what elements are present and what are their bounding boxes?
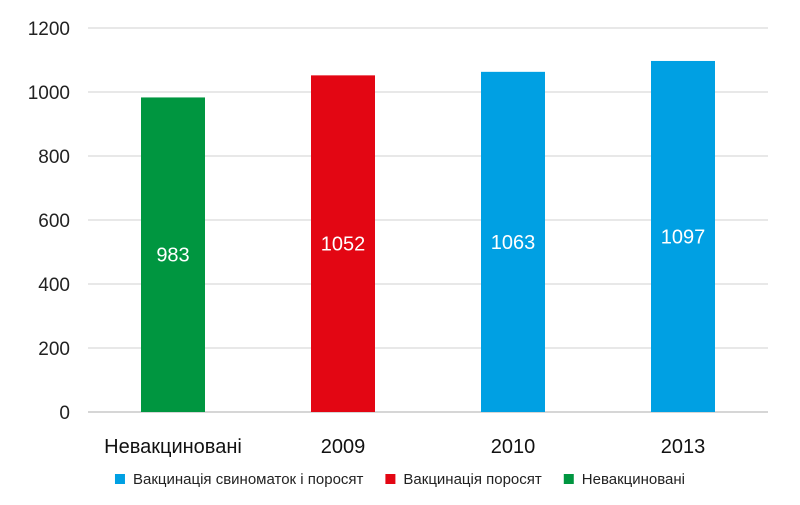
x-category-label: 2010 — [491, 436, 536, 458]
y-axis-tick-labels: 0 200 400 600 800 1000 1200 — [28, 19, 70, 424]
legend-label: Вакцинація свиноматок і поросят — [133, 471, 364, 488]
legend-swatch — [114, 474, 125, 484]
x-category-label: 2013 — [661, 436, 706, 458]
legend-label: Невакциновані — [582, 471, 685, 488]
legend: Вакцинація свиноматок і поросят Вакцинаці… — [114, 471, 685, 488]
y-tick-label: 600 — [38, 211, 70, 232]
legend-item-0: Вакцинація свиноматок і поросят — [114, 471, 364, 488]
bar-3 — [651, 60, 715, 413]
data-labels: 983 1052 1063 1097 — [156, 226, 705, 266]
legend-swatch — [385, 474, 396, 484]
y-tick-label: 400 — [38, 275, 70, 296]
legend-label: Вакцинація поросят — [403, 471, 541, 488]
y-tick-label: 1000 — [28, 83, 70, 104]
y-tick-label: 1200 — [28, 19, 70, 40]
x-axis-category-labels: Невакциновані 2009 2010 2013 — [104, 436, 705, 458]
data-label: 1097 — [661, 226, 706, 248]
bar-2 — [481, 71, 545, 412]
x-category-label: 2009 — [321, 436, 366, 458]
data-label: 983 — [156, 245, 189, 267]
data-label: 1052 — [321, 234, 366, 256]
data-label: 1063 — [491, 232, 536, 254]
legend-item-2: Невакциновані — [563, 471, 685, 488]
legend-item-1: Вакцинація поросят — [385, 471, 542, 488]
legend-swatch — [563, 474, 574, 484]
x-category-label: Невакциновані — [104, 436, 242, 458]
bar-0 — [141, 97, 205, 412]
bar-1 — [311, 75, 375, 413]
y-tick-label: 800 — [38, 147, 70, 168]
bars — [141, 60, 715, 413]
y-tick-label: 0 — [59, 403, 70, 424]
y-tick-label: 200 — [38, 339, 70, 360]
